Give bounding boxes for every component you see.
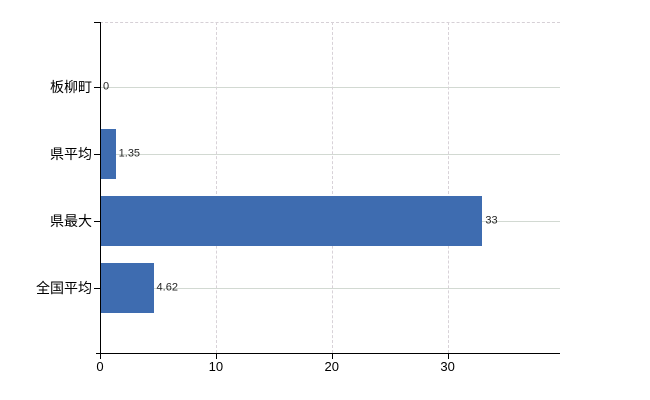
x-axis-tick xyxy=(331,353,333,359)
category-label: 板柳町 xyxy=(50,79,92,95)
value-label: 4.62 xyxy=(156,281,178,294)
bar xyxy=(100,263,154,313)
x-axis-tick xyxy=(215,353,217,359)
x-axis-tick xyxy=(100,353,101,359)
horizontal-gridline xyxy=(100,154,560,155)
value-label: 1.35 xyxy=(118,147,141,160)
x-axis-line xyxy=(96,353,560,354)
vertical-gridline xyxy=(331,22,333,353)
value-label: 0 xyxy=(103,80,110,93)
category-label: 全国平均 xyxy=(36,280,92,296)
bar xyxy=(100,129,116,179)
y-axis-tick xyxy=(94,221,100,222)
value-label: 33 xyxy=(485,214,498,227)
vertical-gridline xyxy=(447,22,449,353)
x-tick-label: 30 xyxy=(440,359,455,374)
y-axis-line xyxy=(100,22,101,353)
category-label: 県平均 xyxy=(50,146,92,162)
y-axis-tick xyxy=(94,87,100,88)
y-axis-tick xyxy=(94,154,100,155)
vertical-gridline xyxy=(215,22,217,353)
plot-top-border xyxy=(100,22,560,23)
category-label: 県最大 xyxy=(50,213,92,229)
x-axis-tick xyxy=(447,353,449,359)
horizontal-gridline xyxy=(100,288,560,289)
x-tick-label: 10 xyxy=(208,359,224,374)
horizontal-gridline xyxy=(100,87,560,88)
bar xyxy=(100,196,483,246)
x-tick-label: 0 xyxy=(96,359,104,374)
y-axis-tick xyxy=(94,288,100,289)
x-tick-label: 20 xyxy=(324,359,339,374)
y-axis-top-tick xyxy=(94,22,100,23)
